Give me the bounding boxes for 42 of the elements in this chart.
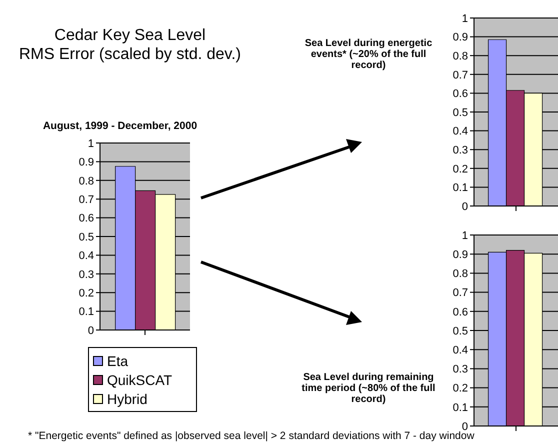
y-tick-label: 0.1 xyxy=(452,182,468,194)
y-tick-label: 0.4 xyxy=(78,250,94,262)
text: Sea Level during energetic events* (~20% of the full record) xyxy=(304,38,434,71)
y-tick-label: 0.2 xyxy=(452,163,468,176)
y-tick-label: 0.8 xyxy=(78,175,94,188)
y-tick-label: 0.5 xyxy=(452,106,468,119)
legend-label: QuikSCAT xyxy=(107,372,172,388)
y-tick-label: 1 xyxy=(462,12,468,25)
y-tick-label: 0.1 xyxy=(78,306,94,318)
y-tick-label: 1 xyxy=(462,230,468,242)
y-tick-label: 0 xyxy=(462,420,468,433)
y-tick-label: 0.7 xyxy=(452,287,468,300)
y-tick-label: 0.4 xyxy=(452,126,468,138)
y-tick-label: 0.9 xyxy=(452,249,468,262)
y-tick-label: 0 xyxy=(462,200,468,213)
y-tick-label: 0.4 xyxy=(452,344,468,357)
y-tick-label: 0.7 xyxy=(78,194,94,206)
chart-title: August, 1999 - December, 2000 xyxy=(42,120,198,132)
text: Cedar Key Sea Level xyxy=(53,26,207,45)
text: Sea Level during remaining time period (~80% of the full record) xyxy=(300,372,436,405)
text: * "Energetic events" defined as |observed sea level| > 2 standard deviations with 7 - day window xyxy=(28,430,474,442)
text: RMS Error (scaled by std. dev.) xyxy=(18,45,242,64)
y-tick-label: 0.8 xyxy=(452,50,468,63)
y-tick-label: 0.5 xyxy=(452,325,468,338)
y-tick-label: 0.5 xyxy=(78,231,94,244)
y-tick-label: 0.3 xyxy=(78,268,94,281)
y-tick-label: 0.2 xyxy=(452,382,468,395)
y-tick-label: 0 xyxy=(88,324,94,337)
legend-label: Hybrid xyxy=(107,390,148,406)
legend-label: Eta xyxy=(107,352,128,368)
y-tick-label: 0.7 xyxy=(452,69,468,82)
y-tick-label: 0.9 xyxy=(78,156,94,169)
y-tick-label: 0.6 xyxy=(452,306,468,318)
y-tick-label: 0.6 xyxy=(452,88,468,100)
y-tick-label: 0.8 xyxy=(452,268,468,280)
y-tick-label: 0.9 xyxy=(452,32,468,44)
y-tick-label: 1 xyxy=(88,138,94,150)
y-tick-label: 0.6 xyxy=(78,212,94,225)
y-tick-label: 0.3 xyxy=(452,364,468,376)
y-tick-label: 0.3 xyxy=(452,144,468,157)
y-tick-label: 0.1 xyxy=(452,402,468,414)
y-tick-label: 0.2 xyxy=(78,288,94,300)
